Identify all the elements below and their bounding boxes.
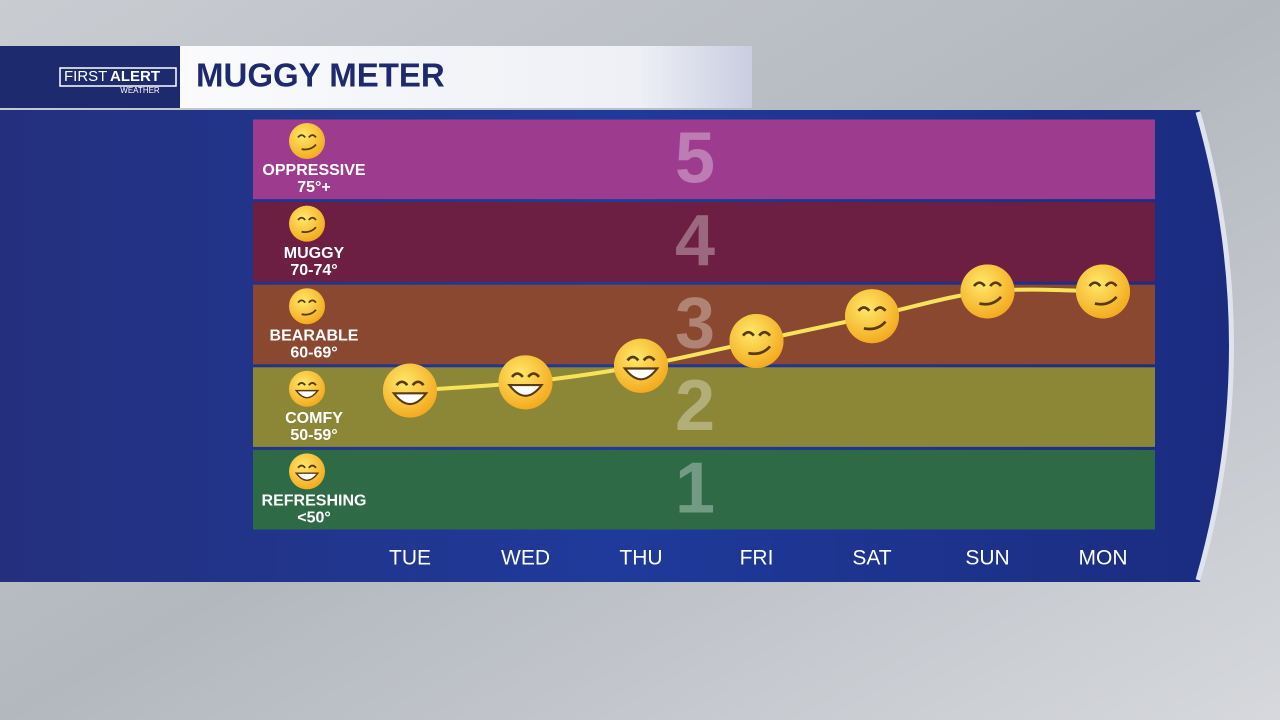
x-tick-label: WED — [501, 547, 550, 570]
emoji-grin — [294, 389, 320, 399]
emoji-smirk — [979, 295, 1003, 306]
emoji-eye — [395, 380, 425, 387]
emoji-eye — [297, 382, 317, 386]
emoji-face — [614, 338, 668, 393]
level-number: 5 — [675, 118, 715, 198]
level-number: 4 — [675, 201, 715, 281]
level-name: OPPRESSIVE — [262, 162, 365, 179]
emoji-smirk — [301, 226, 317, 233]
header-title: MUGGY METER — [196, 57, 445, 94]
level-band — [253, 119, 1155, 200]
level-name: COMFY — [285, 410, 343, 427]
logo-frame — [59, 67, 177, 87]
x-tick-label: THU — [619, 547, 662, 570]
x-tick-label: TUE — [389, 547, 431, 570]
x-tick-label: FRI — [740, 547, 774, 570]
level-name: BEARABLE — [270, 327, 359, 344]
emoji-smirk — [1094, 295, 1118, 306]
emoji-face — [289, 370, 325, 407]
emoji-face — [729, 314, 784, 369]
level-range: 50-59° — [290, 427, 337, 444]
emoji-grin — [391, 392, 429, 406]
level-name: MUGGY — [284, 245, 345, 262]
emoji-face — [383, 363, 437, 418]
emoji-smirk — [748, 345, 772, 356]
x-tick-label: SUN — [965, 547, 1009, 570]
level-range: 70-74° — [290, 262, 337, 279]
emoji-eye — [297, 216, 317, 221]
emoji-smirk — [301, 143, 317, 151]
emoji-grin — [622, 367, 660, 381]
emoji-eye — [297, 464, 317, 469]
level-band — [253, 449, 1155, 530]
logo-box — [0, 46, 180, 108]
emoji-eye — [510, 372, 541, 378]
level-range: <50° — [297, 510, 331, 527]
level-range: 60-69° — [290, 344, 337, 361]
emoji-eye — [297, 134, 317, 138]
level-name: REFRESHING — [262, 493, 367, 510]
panel-edge — [1195, 111, 1234, 581]
emoji-smirk — [863, 320, 887, 331]
brand-first: FIRST — [64, 68, 107, 85]
emoji-eye — [972, 281, 1003, 287]
emoji-face — [289, 453, 325, 490]
emoji-face — [289, 123, 325, 159]
level-number: 1 — [675, 449, 715, 529]
emoji-grin — [294, 472, 320, 482]
emoji-face — [289, 205, 325, 242]
emoji-face — [845, 289, 899, 344]
emoji-eye — [741, 330, 772, 337]
emoji-grin — [507, 383, 544, 397]
level-range: 75°+ — [297, 179, 331, 196]
level-number: 2 — [675, 366, 715, 446]
x-tick-label: MON — [1079, 547, 1128, 570]
emoji-face — [1076, 264, 1130, 319]
level-band — [253, 202, 1155, 282]
emoji-eye — [857, 306, 887, 312]
brand-sub: WEATHER — [120, 86, 160, 95]
emoji-smirk — [301, 309, 317, 316]
emoji-face — [289, 288, 325, 325]
emoji-face — [498, 355, 553, 410]
emoji-eye — [626, 355, 656, 362]
emoji-eye — [297, 299, 317, 304]
emoji-eye — [1088, 281, 1118, 287]
brand-alert: ALERT — [110, 68, 160, 85]
emoji-face — [960, 264, 1015, 319]
x-tick-label: SAT — [852, 547, 891, 570]
